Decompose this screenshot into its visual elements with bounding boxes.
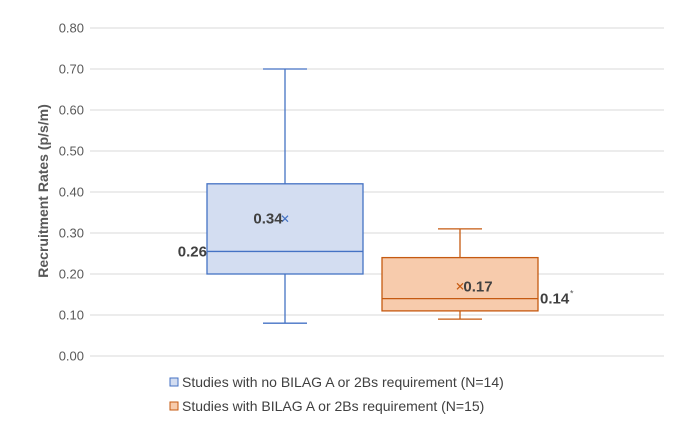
- mean-data-label: 0.34: [253, 211, 283, 228]
- legend-label: Studies with BILAG A or 2Bs requirement …: [182, 398, 484, 414]
- box-group: 0.17 0.14 *: [381, 228, 574, 320]
- box-series: 0.34 0.26 0.17 0.14 *: [178, 68, 574, 324]
- y-tick-label: 0.00: [59, 349, 84, 364]
- y-tick-label: 0.40: [59, 185, 84, 200]
- y-tick-label: 0.70: [59, 62, 84, 77]
- median-footnote-mark: *: [570, 289, 574, 299]
- y-axis: 0.00 0.10 0.20 0.30 0.40 0.50 0.60 0.70 0.80: [59, 21, 84, 364]
- y-tick-label: 0.30: [59, 226, 84, 241]
- y-axis-label: Recruitment Rates (p/s/m): [35, 104, 51, 277]
- median-data-label: 0.26: [178, 243, 207, 260]
- gridlines: [90, 27, 664, 357]
- legend-label: Studies with no BILAG A or 2Bs requireme…: [182, 374, 504, 390]
- y-tick-label: 0.60: [59, 103, 84, 118]
- legend-item: Studies with no BILAG A or 2Bs requireme…: [169, 374, 504, 390]
- legend-item: Studies with BILAG A or 2Bs requirement …: [169, 398, 484, 414]
- iqr-box: [206, 183, 364, 275]
- mean-marker-stroke: [456, 282, 464, 290]
- y-tick-label: 0.10: [59, 308, 84, 323]
- mean-marker: [456, 282, 464, 290]
- y-tick-label: 0.80: [59, 21, 84, 36]
- y-tick-label: 0.20: [59, 267, 84, 282]
- legend-swatch: [169, 401, 179, 411]
- y-tick-label: 0.50: [59, 144, 84, 159]
- legend: Studies with no BILAG A or 2Bs requireme…: [169, 374, 504, 414]
- iqr-box: [381, 256, 539, 312]
- box-group: 0.34 0.26: [178, 68, 364, 324]
- mean-marker: [281, 215, 289, 223]
- legend-swatch: [169, 377, 179, 387]
- mean-data-label: 0.17: [463, 278, 492, 295]
- median-data-label: 0.14: [540, 291, 570, 308]
- mean-marker-stroke: [281, 215, 289, 223]
